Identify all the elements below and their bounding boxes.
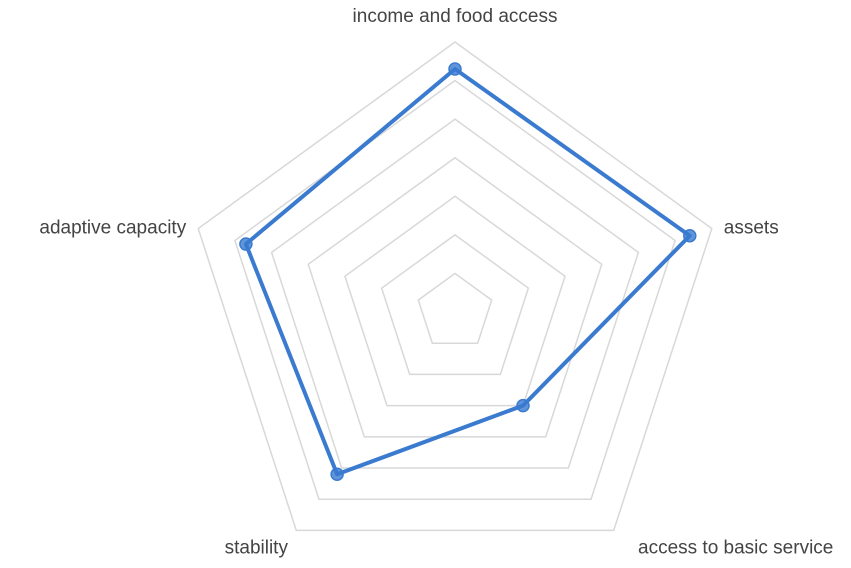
grid-ring: [307, 156, 603, 438]
axis-label: assets: [724, 218, 779, 239]
grid-ring: [417, 272, 493, 344]
data-point: [448, 62, 462, 76]
axis-label: income and food access: [353, 6, 558, 27]
grid-ring: [380, 233, 530, 376]
grid-ring: [234, 79, 676, 500]
data-point: [516, 398, 530, 413]
axis-label: adaptive capacity: [39, 218, 186, 239]
grid-ring: [344, 195, 566, 407]
data-point: [239, 237, 253, 251]
data-point: [683, 228, 697, 243]
grid-ring: [270, 118, 640, 469]
series-line: [243, 67, 692, 477]
grid-ring: [197, 41, 713, 532]
axis-label: stability: [225, 537, 289, 558]
data-point: [330, 467, 344, 482]
axis-label: access to basic service: [638, 537, 833, 558]
